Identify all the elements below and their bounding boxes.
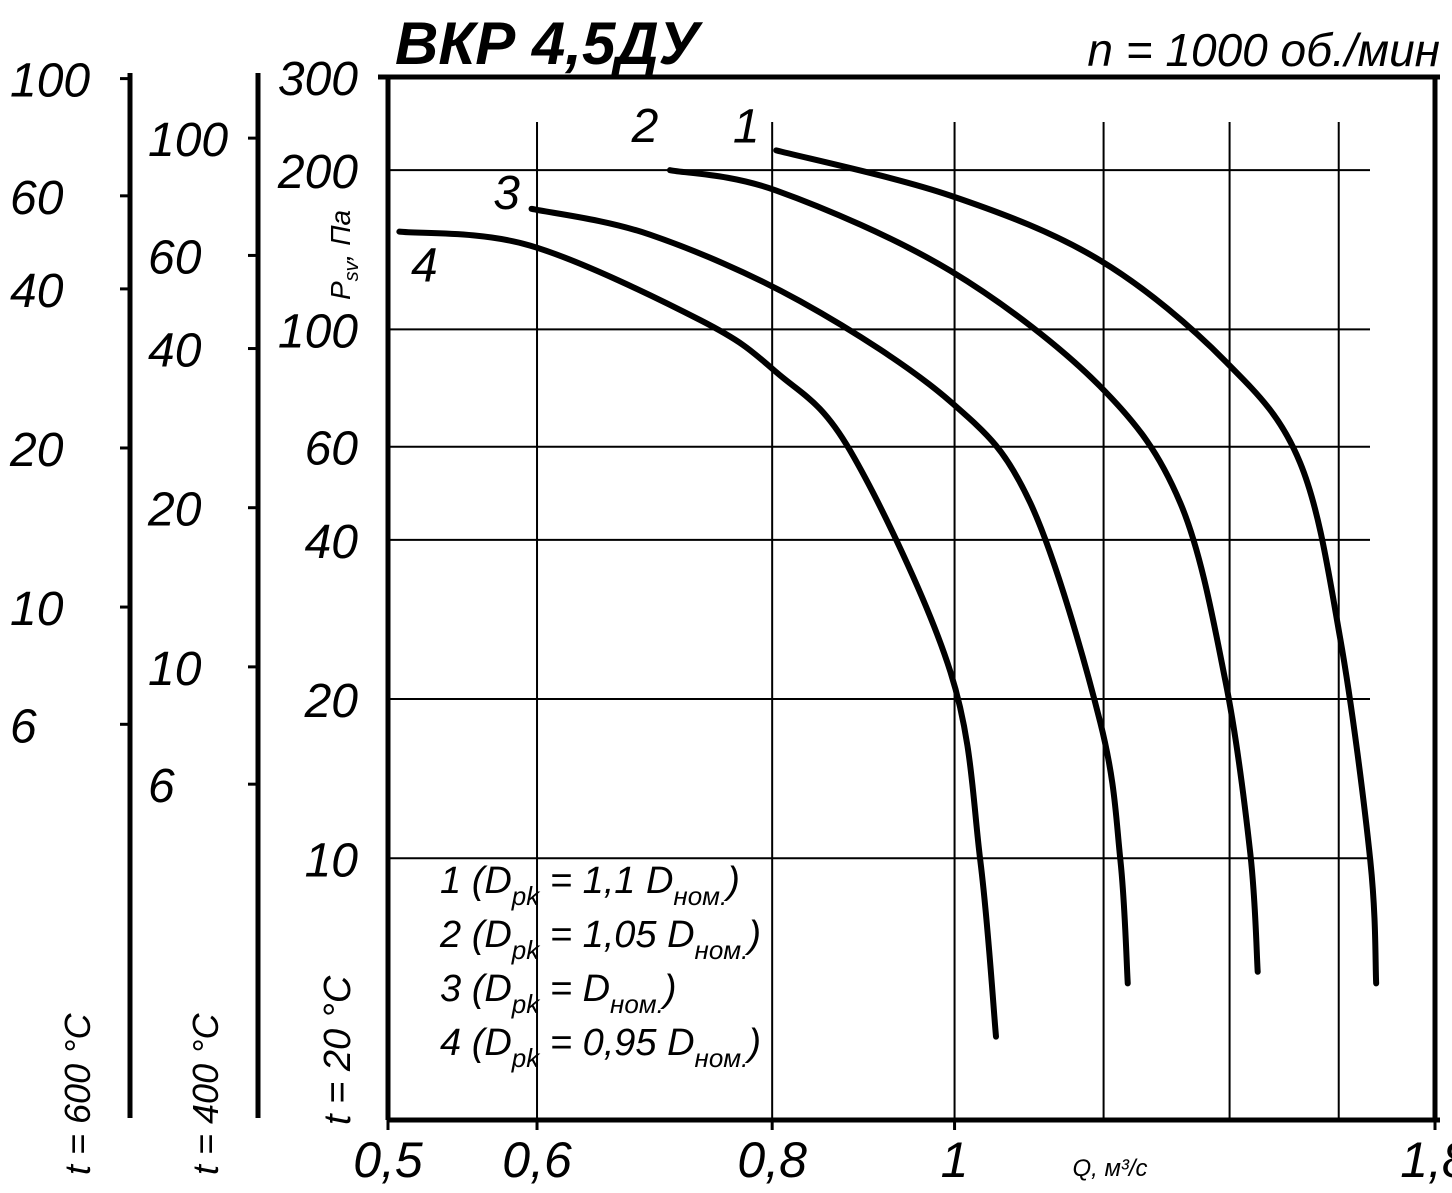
side-tick-label: 40 [10, 265, 64, 318]
curve-label: 2 [631, 100, 659, 153]
side-axis-label: t = 400 °C [185, 1013, 226, 1175]
side-tick-label: 60 [10, 172, 64, 225]
legend-sub: pk [511, 989, 541, 1019]
side-axis-label: t = 600 °C [57, 1013, 98, 1175]
x-tick-label: 0,5 [353, 1132, 423, 1188]
plot-frame [378, 74, 1440, 1123]
legend-sub: pk [511, 935, 541, 965]
legend-text: ) [723, 860, 740, 902]
legend-text: = D [539, 968, 610, 1010]
side-tick-label: 10 [10, 583, 64, 636]
legend-text: 1 (D [440, 860, 512, 902]
y-tick-label: 200 [277, 146, 358, 199]
side-tick-label: 60 [148, 231, 202, 284]
legend-text: 3 (D [440, 968, 512, 1010]
y-axis-label: Psv, Па [325, 210, 363, 300]
side-tick-label: 20 [9, 424, 64, 477]
side-tick-label: 100 [10, 55, 90, 108]
legend-sub: ном. [610, 989, 664, 1019]
y-tick-label: 100 [278, 305, 358, 358]
y-label-sub: sv [341, 260, 363, 281]
x-axis-label: Q, м³/с [1072, 1155, 1147, 1182]
side-tick-label: 20 [147, 484, 202, 537]
chart-subtitle: n = 1000 об./мин [1087, 24, 1440, 76]
legend-text: 4 (D [440, 1022, 512, 1064]
x-tick-label: 0,6 [502, 1132, 572, 1188]
legend-sub: pk [511, 881, 541, 911]
side-tick-label: 10 [148, 643, 202, 696]
legend-sub: pk [511, 1043, 541, 1073]
legend-entry: 4 (Dpk = 0,95 Dном.) [440, 1022, 761, 1073]
side-tick-label: 6 [148, 760, 175, 813]
side-tick-label: 6 [10, 700, 37, 753]
chart-title: ВКР 4,5ДУ [395, 10, 704, 77]
side-tick-label: 40 [148, 325, 202, 378]
legend-text: ) [744, 1022, 761, 1064]
legend-sub: ном. [673, 881, 727, 911]
curve-label: 4 [411, 240, 438, 293]
legend-text: = 1,1 D [539, 860, 673, 902]
legend-text: 2 (D [439, 914, 512, 956]
legend-entry: 1 (Dpk = 1,1 Dном.) [440, 860, 740, 911]
curve [773, 147, 1380, 987]
y-tick-label: 10 [305, 834, 359, 887]
y-tick-label: 300 [278, 53, 358, 106]
y-tick-label: 40 [305, 516, 359, 569]
x-tick-label: 1 [941, 1132, 969, 1188]
curve [666, 167, 1261, 975]
curve [396, 228, 999, 1040]
legend-text: = 0,95 D [539, 1022, 694, 1064]
legend-text: ) [744, 914, 761, 956]
y-label-part: P [325, 281, 356, 300]
y-condition: t = 20 °C [317, 975, 359, 1125]
legend-sub: ном. [695, 935, 749, 965]
curve-label: 3 [493, 167, 520, 220]
y-tick-label: 60 [305, 423, 359, 476]
legend-text: = 1,05 D [539, 914, 694, 956]
x-tick-label: 0,8 [737, 1132, 807, 1188]
legend-entry: 2 (Dpk = 1,05 Dном.) [439, 914, 761, 965]
legend-sub: ном. [695, 1043, 749, 1073]
curve [528, 205, 1131, 987]
x-tick-label: 1,8 [1400, 1132, 1452, 1188]
y-label-part: , Па [325, 210, 356, 261]
legend-entry: 3 (Dpk = Dном.) [440, 968, 677, 1019]
side-tick-label: 100 [148, 114, 228, 167]
legend-text: ) [660, 968, 677, 1010]
y-tick-label: 20 [304, 675, 359, 728]
curve-label: 1 [733, 100, 760, 153]
